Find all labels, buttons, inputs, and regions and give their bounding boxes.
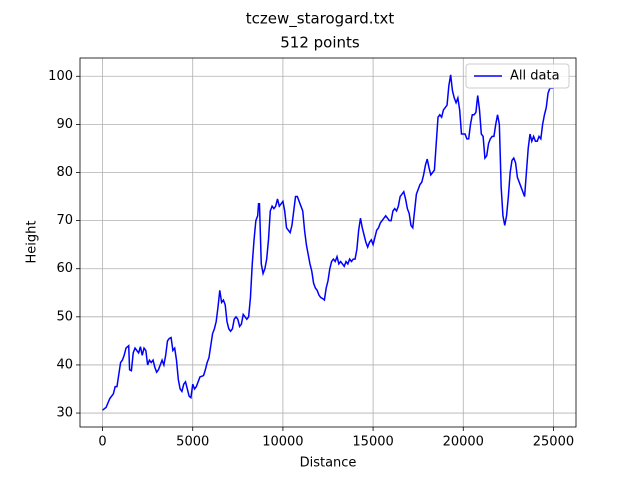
x-tick-label: 0 xyxy=(98,435,106,450)
y-tick-label: 50 xyxy=(56,309,73,324)
x-axis-label: Distance xyxy=(300,456,357,471)
x-tick-label: 10000 xyxy=(262,435,303,450)
y-tick-label: 80 xyxy=(56,165,73,180)
y-axis-label: Height xyxy=(25,221,40,264)
x-tick-label: 5000 xyxy=(176,435,209,450)
chart-title: tczew_starogard.txt xyxy=(246,10,395,29)
y-tick-label: 30 xyxy=(56,406,73,421)
legend-label: All data xyxy=(510,69,560,84)
x-tick-label: 15000 xyxy=(352,435,393,450)
data-line xyxy=(102,74,554,411)
y-tick-label: 40 xyxy=(56,357,73,372)
chart-subtitle: 512 points xyxy=(280,34,360,52)
y-tick-label: 100 xyxy=(48,69,73,84)
plot-frame xyxy=(79,57,577,428)
y-tick-label: 60 xyxy=(56,261,73,276)
y-tick-label: 90 xyxy=(56,117,73,132)
legend-box xyxy=(465,63,570,89)
y-tick-label: 70 xyxy=(56,213,73,228)
x-tick-label: 20000 xyxy=(443,435,484,450)
x-tick-label: 25000 xyxy=(533,435,574,450)
